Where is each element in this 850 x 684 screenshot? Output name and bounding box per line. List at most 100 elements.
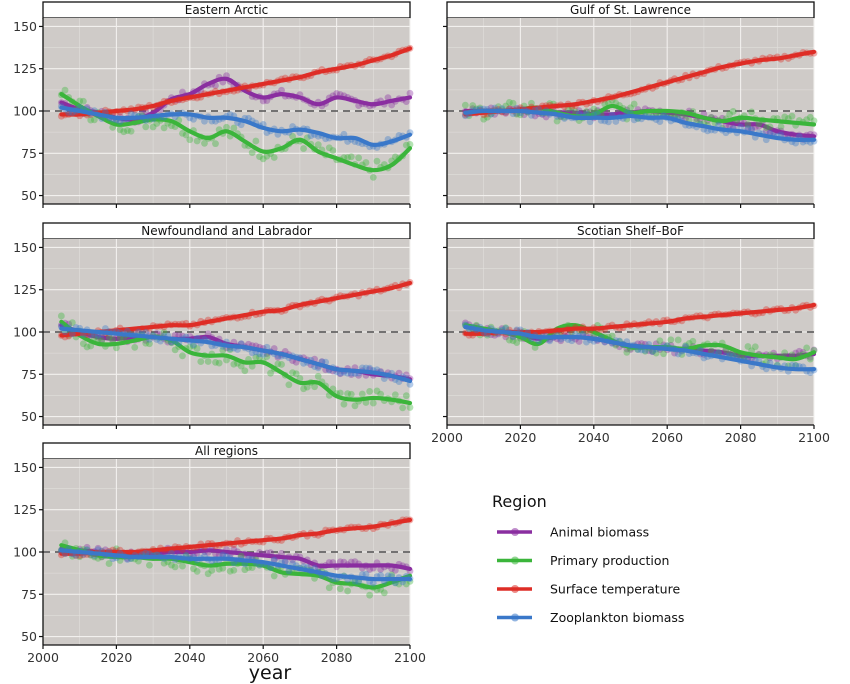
data-point [90, 334, 98, 341]
data-point [274, 354, 282, 361]
data-point [351, 558, 359, 566]
data-point [674, 336, 682, 344]
data-point [373, 387, 381, 395]
data-point [325, 584, 333, 592]
data-point [300, 385, 307, 393]
data-point [263, 353, 271, 361]
data-point [278, 86, 285, 94]
legend: Region Animal biomass Primary production S… [492, 492, 684, 625]
data-point [344, 154, 352, 161]
legend-entry-animal-biomass: Animal biomass [497, 525, 649, 540]
panels-layer: Eastern Arctic 50 75 100 125 150 Gulf of St. L… [13, 1, 830, 665]
legend-entries: Animal biomass Primary production Surface … [497, 525, 684, 625]
panel-scotian-shelf-bof: Scotian Shelf–BoF 2000 2020 2040 2060 2080 210… [431, 222, 830, 445]
data-point [729, 108, 737, 115]
x-tick-label: 2060 [247, 650, 279, 665]
data-point [230, 124, 238, 132]
legend-key-point [511, 585, 519, 593]
data-point [127, 127, 135, 135]
data-point [803, 344, 811, 352]
y-tick-label: 100 [13, 104, 37, 119]
data-point [553, 117, 561, 125]
data-point [777, 123, 785, 131]
data-point [230, 566, 238, 574]
data-point [248, 349, 256, 357]
data-point [369, 399, 377, 407]
x-tick-label: 2040 [174, 650, 206, 665]
data-point [230, 360, 238, 368]
data-point [201, 139, 208, 147]
data-point [505, 99, 513, 106]
data-point [406, 141, 414, 148]
data-point [270, 154, 278, 161]
data-point [87, 116, 95, 124]
data-point [762, 124, 770, 131]
data-point [267, 369, 274, 377]
data-point [226, 567, 234, 575]
data-point [303, 383, 311, 391]
data-point [726, 350, 733, 358]
data-point [347, 153, 355, 161]
y-tick-label: 75 [21, 587, 37, 602]
data-point [212, 358, 219, 366]
series-zooplankton-biomass [461, 321, 818, 377]
data-point [87, 342, 95, 350]
legend-label: Animal biomass [550, 525, 649, 540]
data-point [755, 120, 763, 128]
data-point [270, 572, 278, 580]
data-point [79, 340, 87, 348]
data-point [502, 324, 510, 332]
data-point [461, 101, 469, 109]
data-point [380, 589, 388, 597]
data-point [627, 104, 634, 112]
series-line [59, 517, 413, 556]
data-point [278, 361, 285, 368]
x-tick-label: 2080 [321, 650, 353, 665]
data-point [120, 128, 128, 136]
data-point [575, 110, 583, 118]
data-point [252, 137, 260, 145]
data-point [186, 136, 194, 144]
data-point [366, 364, 374, 372]
data-point [219, 346, 227, 354]
x-tick-label: 2100 [798, 430, 830, 445]
x-tick-label: 2020 [100, 650, 132, 665]
legend-key-point [511, 528, 519, 536]
data-point [502, 324, 510, 332]
data-point [274, 360, 282, 368]
data-point [259, 155, 267, 163]
data-point [190, 342, 197, 350]
data-point [160, 329, 168, 336]
data-point [109, 336, 117, 344]
legend-label: Primary production [550, 553, 669, 568]
data-point [204, 358, 212, 365]
data-point [674, 112, 682, 120]
data-point [402, 141, 410, 149]
data-point [788, 351, 796, 359]
data-point [575, 338, 583, 345]
data-point [380, 375, 388, 383]
data-point [362, 159, 370, 166]
data-point [656, 118, 664, 125]
x-tick-label: 2020 [504, 430, 536, 445]
data-point [509, 337, 517, 345]
data-point [68, 319, 76, 326]
data-point [190, 565, 197, 573]
panel-title: Eastern Arctic [185, 3, 269, 17]
data-point [347, 390, 355, 398]
data-point [667, 336, 675, 344]
data-point [480, 115, 488, 123]
series-line [59, 105, 413, 148]
data-point [744, 343, 752, 350]
data-point [369, 173, 377, 181]
data-point [263, 152, 271, 160]
panel-title: Newfoundland and Labrador [141, 224, 312, 238]
data-point [113, 344, 120, 352]
data-point [142, 328, 150, 336]
data-point [674, 350, 682, 358]
legend-entry-zooplankton-biomass: Zooplankton biomass [497, 610, 684, 625]
panel-eastern-arctic: Eastern Arctic 50 75 100 125 150 [13, 1, 414, 208]
data-point [146, 340, 153, 348]
data-point [79, 97, 87, 105]
